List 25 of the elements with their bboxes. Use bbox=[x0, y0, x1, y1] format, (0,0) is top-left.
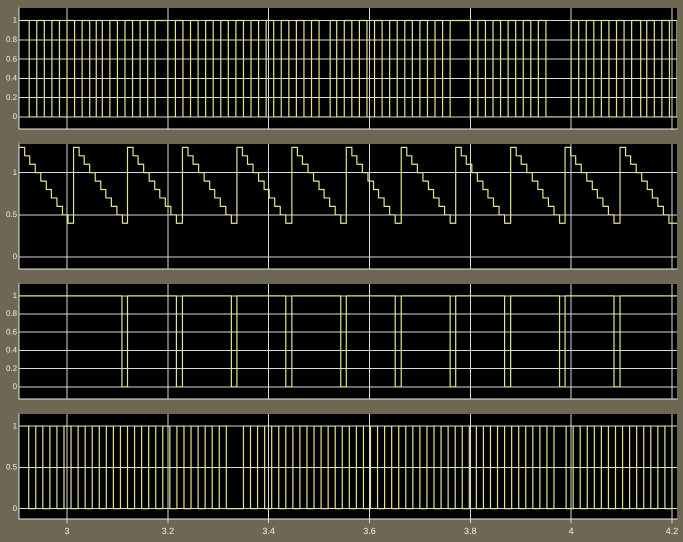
x-tick-label: 3.6 bbox=[363, 526, 376, 536]
y-tick-label: 0.5 bbox=[6, 210, 18, 220]
y-tick-label: 0.4 bbox=[6, 346, 18, 355]
y-tick-label: 0.6 bbox=[6, 327, 18, 336]
x-tick-label: 3.4 bbox=[262, 526, 275, 536]
y-tick-label: 0 bbox=[12, 252, 18, 262]
y-tick-label: 1 bbox=[12, 168, 18, 177]
y-tick-label: 0.8 bbox=[6, 35, 18, 44]
x-tick-label: 4.2 bbox=[666, 526, 678, 536]
x-tick-label: 3.2 bbox=[162, 526, 174, 536]
y-tick-label: 1 bbox=[12, 291, 18, 300]
y-tick-label: 0.4 bbox=[6, 74, 18, 83]
y-tick-label: 0.6 bbox=[6, 54, 18, 64]
y-tick-label: 0.2 bbox=[6, 92, 18, 102]
y-tick-label: 0.8 bbox=[6, 309, 18, 318]
y-tick-label: 0.5 bbox=[6, 462, 18, 472]
x-tick-label: 3 bbox=[64, 526, 70, 536]
y-tick-label: 0.2 bbox=[6, 364, 18, 373]
y-tick-label: 0 bbox=[12, 112, 18, 122]
y-tick-label: 1 bbox=[12, 421, 18, 430]
y-tick-label: 0 bbox=[12, 382, 18, 392]
y-tick-label: 0 bbox=[12, 504, 18, 513]
y-tick-label: 1 bbox=[12, 16, 18, 25]
x-tick-label: 3.8 bbox=[464, 526, 477, 536]
x-tick-label: 4 bbox=[568, 526, 574, 536]
